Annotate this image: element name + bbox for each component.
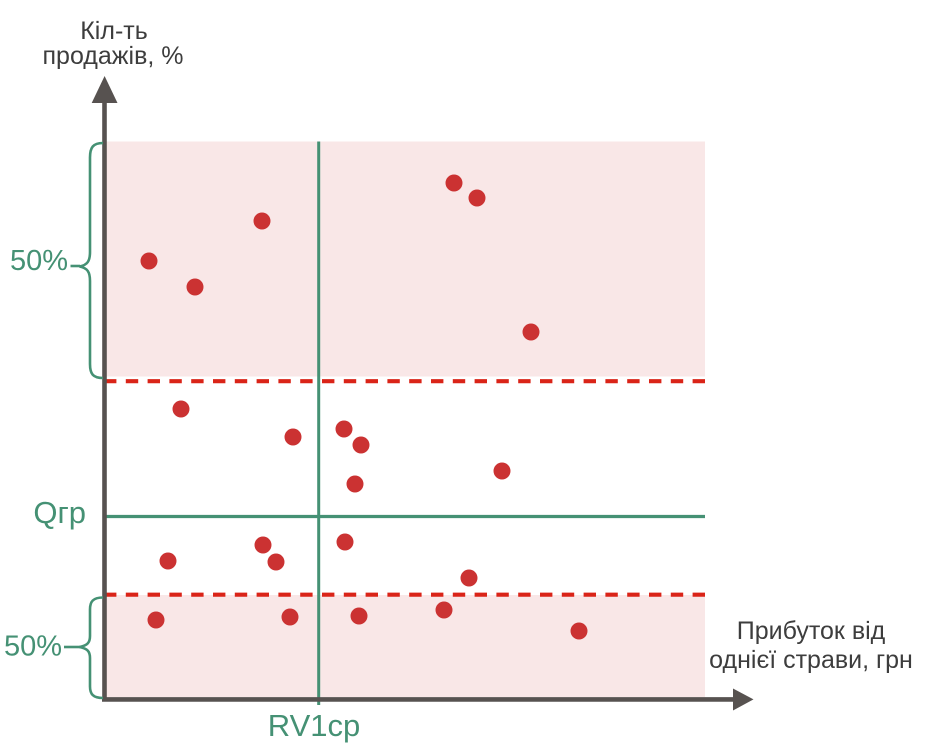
- svg-text:Кіл-ть: Кіл-ть: [80, 17, 148, 45]
- svg-text:50%: 50%: [4, 631, 62, 663]
- svg-text:однієї страви, грн: однієї страви, грн: [709, 646, 913, 674]
- svg-text:Qгр: Qгр: [33, 495, 86, 530]
- svg-text:Прибуток від: Прибуток від: [737, 617, 886, 645]
- svg-text:50%: 50%: [10, 245, 68, 277]
- svg-text:RV1ср: RV1ср: [268, 708, 361, 743]
- svg-text:продажів, %: продажів, %: [43, 42, 184, 70]
